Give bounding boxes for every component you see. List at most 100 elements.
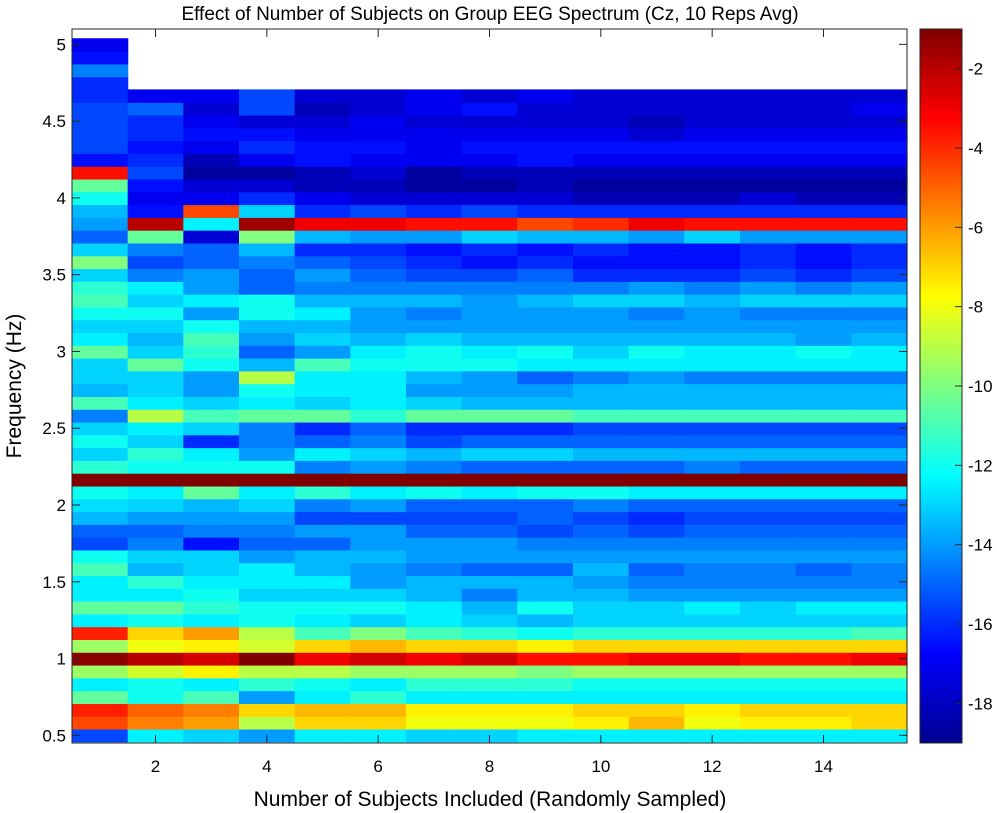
heatmap-cell-14-29 [851, 358, 908, 372]
heatmap-cell-10-11 [628, 588, 685, 602]
heatmap-cell-3-16 [239, 524, 296, 538]
heatmap-cell-7-20 [461, 473, 518, 487]
heatmap-cell-9-38 [573, 242, 630, 257]
heatmap-cell-14-32 [851, 319, 908, 334]
heatmap-cell-4-2 [294, 703, 351, 717]
heatmap-cell-5-3 [350, 690, 407, 704]
heatmap-cell-14-12 [851, 575, 908, 589]
heatmap-cell-1-42 [127, 191, 184, 206]
heatmap-cell-7-39 [461, 230, 518, 244]
heatmap-cell-11-2 [684, 703, 741, 717]
y-tick-label: 1.5 [42, 573, 66, 592]
heatmap-cell-5-32 [350, 319, 407, 334]
heatmap-cell-12-31 [740, 332, 797, 346]
heatmap-cell-8-34 [517, 294, 574, 308]
heatmap-cell-1-34 [127, 294, 184, 308]
heatmap-cell-8-3 [517, 690, 574, 704]
heatmap-cell-7-9 [461, 613, 518, 628]
heatmap-cell-6-25 [406, 409, 463, 423]
heatmap-cell-3-22 [239, 447, 296, 461]
heatmap-cell-2-23 [183, 434, 240, 449]
heatmap-cell-14-30 [851, 345, 908, 359]
heatmap-cell-1-19 [127, 485, 184, 500]
heatmap-cell-1-11 [127, 588, 184, 602]
heatmap-cell-5-20 [350, 473, 407, 487]
heatmap-cell-10-20 [628, 473, 685, 487]
heatmap-cell-13-50 [795, 89, 852, 103]
heatmap-cell-13-38 [795, 242, 852, 257]
heatmap-cell-7-6 [461, 652, 518, 666]
heatmap-cell-13-4 [795, 677, 852, 692]
heatmap-cell-10-32 [628, 319, 685, 334]
heatmap-cell-13-42 [795, 191, 852, 206]
heatmap-cell-12-27 [740, 383, 797, 397]
heatmap-cell-6-45 [406, 153, 463, 167]
heatmap-cell-14-40 [851, 217, 908, 231]
heatmap-cell-5-12 [350, 575, 407, 589]
heatmap-cell-8-43 [517, 178, 574, 193]
heatmap-cell-5-10 [350, 601, 407, 615]
heatmap-cell-0-7 [72, 639, 129, 653]
heatmap-cell-12-11 [740, 588, 797, 602]
heatmap-cell-2-22 [183, 447, 240, 461]
heatmap-cell-12-46 [740, 140, 797, 154]
heatmap-cell-1-32 [127, 319, 184, 334]
heatmap-cell-5-23 [350, 434, 407, 449]
heatmap-cell-14-11 [851, 588, 908, 602]
heatmap-cell-5-34 [350, 294, 407, 308]
heatmap-cell-13-7 [795, 639, 852, 653]
heatmap-cell-7-11 [461, 588, 518, 602]
heatmap-cell-9-33 [573, 306, 630, 321]
heatmap-cell-5-7 [350, 639, 407, 653]
heatmap-cell-7-1 [461, 716, 518, 730]
heatmap-cell-9-25 [573, 409, 630, 423]
heatmap-cell-11-15 [684, 537, 741, 551]
heatmap-cell-0-29 [72, 358, 129, 372]
heatmap-cell-14-39 [851, 230, 908, 244]
heatmap-cell-3-29 [239, 358, 296, 372]
heatmap-cell-8-24 [517, 421, 574, 436]
heatmap-cell-4-8 [294, 626, 351, 640]
heatmap-cell-2-18 [183, 498, 240, 513]
heatmap-cell-11-1 [684, 716, 741, 730]
heatmap-cell-10-31 [628, 332, 685, 346]
heatmap-cell-6-2 [406, 703, 463, 717]
heatmap-cell-8-44 [517, 166, 574, 180]
heatmap-cell-5-31 [350, 332, 407, 346]
heatmap-cell-5-27 [350, 383, 407, 397]
heatmap-cell-10-39 [628, 230, 685, 244]
heatmap-cell-8-7 [517, 639, 574, 653]
heatmap-cell-0-44 [72, 166, 129, 180]
heatmap-cell-6-6 [406, 652, 463, 666]
heatmap-cell-0-42 [72, 191, 129, 206]
heatmap-cell-1-43 [127, 178, 184, 193]
heatmap-cell-0-43 [72, 178, 129, 193]
heatmap-cell-3-3 [239, 690, 296, 704]
heatmap-cell-4-42 [294, 191, 351, 206]
heatmap-cell-7-24 [461, 421, 518, 436]
heatmap-cell-2-25 [183, 409, 240, 423]
heatmap-cell-2-24 [183, 421, 240, 436]
heatmap-cell-13-20 [795, 473, 852, 487]
heatmap-cell-9-7 [573, 639, 630, 653]
heatmap-cell-12-41 [740, 204, 797, 218]
heatmap-cell-12-18 [740, 498, 797, 513]
heatmap-cell-12-21 [740, 460, 797, 474]
heatmap-cell-10-8 [628, 626, 685, 640]
heatmap-cell-6-26 [406, 396, 463, 410]
heatmap-cell-9-5 [573, 664, 630, 679]
heatmap-cell-1-17 [127, 511, 184, 525]
heatmap-cell-10-15 [628, 537, 685, 551]
heatmap-cell-7-26 [461, 396, 518, 410]
heatmap-cell-1-44 [127, 166, 184, 180]
heatmap-cell-0-16 [72, 524, 129, 538]
heatmap-cell-2-36 [183, 268, 240, 282]
heatmap-cell-3-5 [239, 664, 296, 679]
heatmap-cell-11-42 [684, 191, 741, 206]
heatmap-cell-13-12 [795, 575, 852, 589]
heatmap-cell-4-27 [294, 383, 351, 397]
heatmap-cell-10-23 [628, 434, 685, 449]
heatmap-cell-3-38 [239, 242, 296, 257]
heatmap-cell-10-27 [628, 383, 685, 397]
heatmap-cell-14-15 [851, 537, 908, 551]
